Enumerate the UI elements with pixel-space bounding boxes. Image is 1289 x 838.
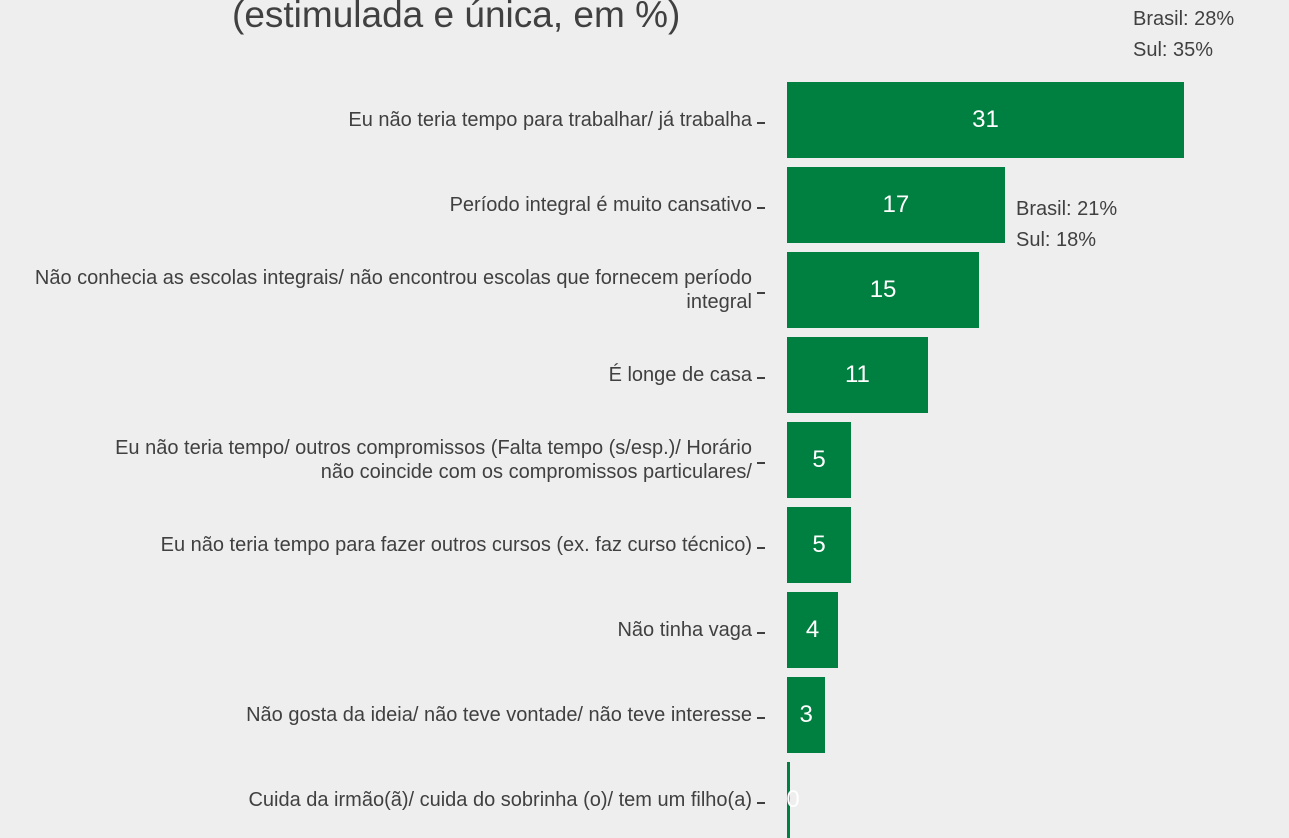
chart-title: (estimulada e única, em %) [232, 0, 681, 35]
bar [787, 507, 852, 583]
value-label: 3 [799, 701, 813, 728]
category-label: Eu não teria tempo para trabalhar/ já tr… [348, 109, 752, 131]
annotation: Brasil: 28% [1133, 8, 1235, 30]
category-label: Não conhecia as escolas integrais/ não e… [34, 267, 752, 313]
category-label: Eu não teria tempo para fazer outros cur… [160, 534, 752, 556]
annotation: Sul: 18% [1016, 229, 1097, 251]
annotation: Sul: 35% [1133, 39, 1214, 61]
value-label: 0 [786, 786, 800, 813]
bar [787, 167, 1005, 243]
value-label: 31 [972, 106, 999, 133]
category-label: Não tinha vaga [617, 619, 752, 641]
category-label: Não gosta da ideia/ não teve vontade/ nã… [246, 704, 752, 726]
category-label: Eu não teria tempo/ outros compromissos … [115, 437, 752, 483]
tick-mark [757, 122, 765, 124]
bar [787, 337, 928, 413]
value-label: 17 [882, 191, 910, 218]
bar [787, 762, 790, 838]
value-label: 5 [812, 446, 826, 473]
tick-mark [757, 802, 765, 804]
bar [787, 422, 852, 498]
bar [787, 592, 839, 668]
tick-mark [757, 377, 765, 379]
tick-mark [757, 632, 765, 634]
bar [787, 82, 1184, 158]
value-label: 11 [844, 361, 870, 388]
tick-mark [757, 547, 765, 549]
category-label: Período integral é muito cansativo [449, 194, 752, 216]
category-label: É longe de casa [608, 364, 752, 386]
value-label: 15 [869, 276, 897, 303]
tick-mark [757, 207, 765, 209]
value-label: 4 [805, 616, 820, 643]
annotation: Brasil: 21% [1016, 198, 1118, 220]
category-label: Cuida da irmão(ã)/ cuida do sobrinha (o)… [248, 789, 752, 811]
tick-mark [757, 717, 765, 719]
tick-mark [757, 462, 765, 464]
tick-mark [757, 292, 765, 294]
bar [787, 252, 980, 328]
bar [787, 677, 826, 753]
value-label: 5 [812, 531, 826, 558]
